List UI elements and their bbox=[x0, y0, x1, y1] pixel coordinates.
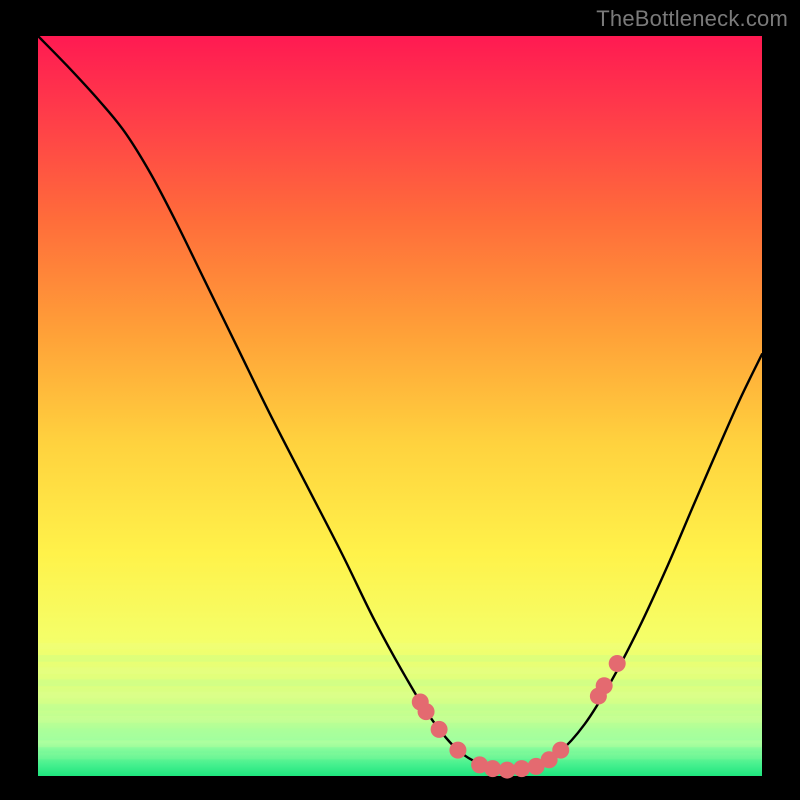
chart-container: TheBottleneck.com bbox=[0, 0, 800, 800]
curve-marker bbox=[552, 742, 569, 759]
curve-marker bbox=[609, 655, 626, 672]
curve-marker bbox=[449, 742, 466, 759]
curve-marker bbox=[499, 762, 516, 779]
watermark-text: TheBottleneck.com bbox=[596, 6, 788, 32]
curve-marker bbox=[418, 703, 435, 720]
curve-marker bbox=[431, 721, 448, 738]
bottleneck-curve-chart bbox=[0, 0, 800, 800]
curve-marker bbox=[596, 677, 613, 694]
curve-marker bbox=[484, 760, 501, 777]
curve-marker bbox=[513, 760, 530, 777]
